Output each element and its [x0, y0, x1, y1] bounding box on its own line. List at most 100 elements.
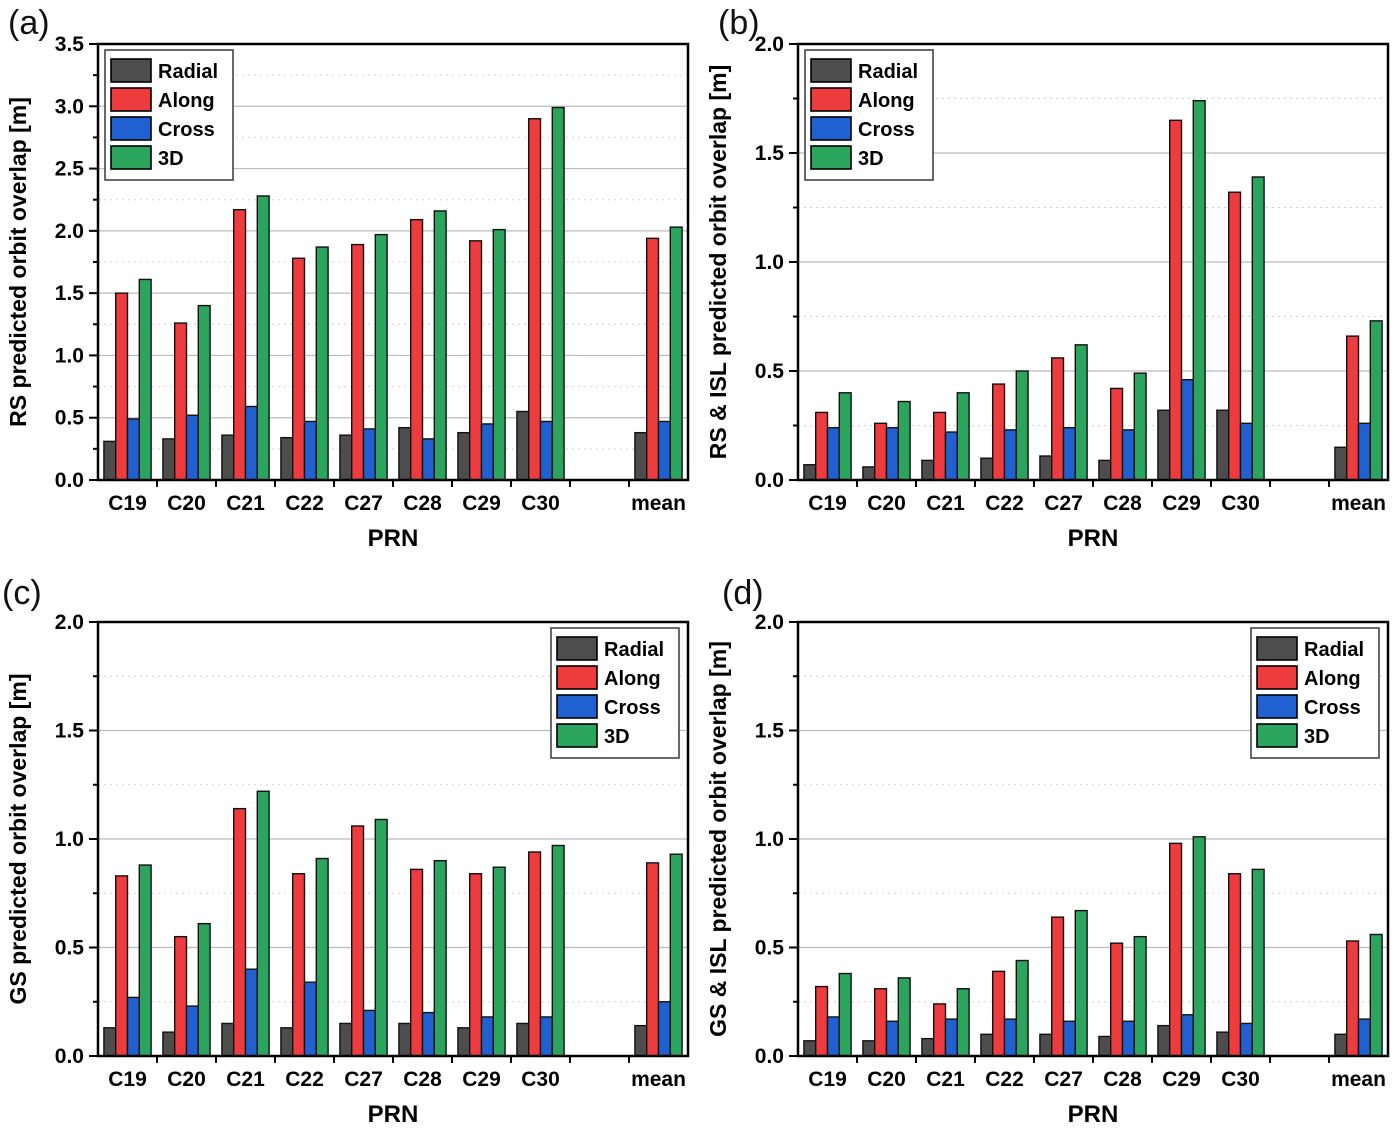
bar — [1015, 959, 1029, 1057]
bar — [185, 1005, 200, 1057]
bar — [374, 233, 388, 481]
bar — [1074, 909, 1088, 1057]
y-tick-label: 0.0 — [755, 469, 784, 492]
legend-label: Radial — [604, 639, 664, 661]
bar — [657, 420, 672, 481]
y-tick-label: 1.5 — [55, 282, 85, 305]
bar — [410, 218, 424, 481]
x-category-label: C21 — [226, 492, 265, 515]
bar — [138, 278, 152, 481]
bar — [280, 436, 294, 481]
bar — [1346, 940, 1360, 1057]
x-category-label: C27 — [344, 492, 383, 515]
bar — [634, 1024, 648, 1057]
bar — [480, 1016, 495, 1057]
panel-d: (d) 0.0 0.5 1.0 1.5 2.0 C19 C20 C21 C22 C27 C28 C29… — [700, 560, 1400, 1140]
bar — [1110, 387, 1124, 481]
bar — [339, 1022, 353, 1057]
legend-swatch-Along — [810, 87, 852, 112]
bar — [221, 1022, 235, 1057]
bar — [126, 418, 141, 481]
legend-label: Radial — [158, 61, 218, 83]
bar — [197, 922, 211, 1057]
bar — [244, 405, 259, 481]
bar — [303, 981, 318, 1057]
legend-label: Cross — [858, 119, 915, 141]
bars-series-Radial — [103, 1022, 648, 1057]
x-category-label: C27 — [1044, 1068, 1083, 1091]
legend-label: Along — [158, 90, 215, 112]
bar — [1192, 99, 1206, 481]
x-category-label: C27 — [344, 1068, 383, 1091]
bar — [469, 240, 483, 481]
bar — [1228, 191, 1242, 481]
legend: Radial Along Cross 3D — [104, 49, 234, 181]
bar — [351, 243, 365, 481]
bar — [303, 420, 318, 481]
bar — [980, 457, 994, 481]
legend-swatch-3D — [556, 723, 598, 748]
x-category-label: C19 — [108, 492, 147, 515]
bar — [826, 1016, 841, 1057]
bar — [921, 1037, 935, 1057]
bar — [873, 422, 888, 481]
x-category-label: C29 — [462, 492, 501, 515]
bar — [1098, 459, 1112, 481]
bar — [398, 426, 412, 481]
x-category-label: mean — [631, 1068, 686, 1091]
plot-frame — [96, 42, 690, 482]
legend-label: 3D — [1304, 726, 1330, 748]
bar — [1039, 1033, 1053, 1057]
bar — [1369, 320, 1383, 481]
bar — [1251, 176, 1265, 481]
bar — [932, 411, 947, 481]
legend-swatch-Along — [556, 665, 598, 690]
bar — [103, 440, 117, 481]
bar — [292, 257, 306, 481]
bar — [1334, 1033, 1348, 1057]
bar — [492, 228, 506, 481]
y-tick-label: 2.0 — [755, 611, 784, 634]
y-tick-label: 0.0 — [55, 469, 84, 492]
y-tick-label: 1.0 — [755, 828, 784, 851]
bars-series-3D — [138, 790, 683, 1057]
x-category-label: C19 — [808, 492, 847, 515]
legend-swatch-Radial — [110, 58, 152, 83]
y-axis-title: GS & ISL predicted orbit overlap [m] — [705, 641, 731, 1037]
bar — [551, 844, 565, 1057]
bar — [1180, 379, 1195, 481]
y-tick-label: 2.0 — [755, 33, 784, 56]
bar — [992, 383, 1006, 481]
bar — [398, 1022, 412, 1057]
bar — [516, 410, 530, 481]
x-category-label: C22 — [285, 1068, 324, 1091]
y-tick-label: 0.5 — [755, 937, 785, 960]
bar — [185, 414, 200, 481]
x-category-label: mean — [1331, 1068, 1386, 1091]
bar — [1239, 422, 1254, 481]
bar — [1239, 1022, 1254, 1057]
legend: Radial Along Cross 3D — [1250, 627, 1380, 759]
bar — [862, 1040, 876, 1057]
bar — [114, 292, 129, 481]
bar — [803, 1040, 817, 1057]
x-category-label: C22 — [985, 492, 1024, 515]
bar — [421, 438, 436, 481]
bar — [646, 862, 660, 1057]
bar — [646, 237, 660, 481]
x-axis-title: PRN — [1068, 1101, 1119, 1128]
bar — [374, 818, 388, 1057]
y-tick-label: 3.0 — [55, 95, 84, 118]
x-category-label: C28 — [1103, 492, 1142, 515]
bar — [992, 970, 1006, 1057]
bar — [173, 935, 188, 1057]
bar — [551, 106, 565, 481]
y-tick-label: 0.0 — [55, 1045, 84, 1068]
bar — [1098, 1035, 1112, 1057]
bar — [339, 434, 353, 481]
x-category-label: C21 — [926, 1068, 965, 1091]
bar — [1169, 842, 1183, 1057]
bar — [1062, 426, 1077, 481]
y-axis-title: RS & ISL predicted orbit overlap [m] — [705, 65, 731, 459]
y-tick-label: 1.5 — [755, 142, 785, 165]
